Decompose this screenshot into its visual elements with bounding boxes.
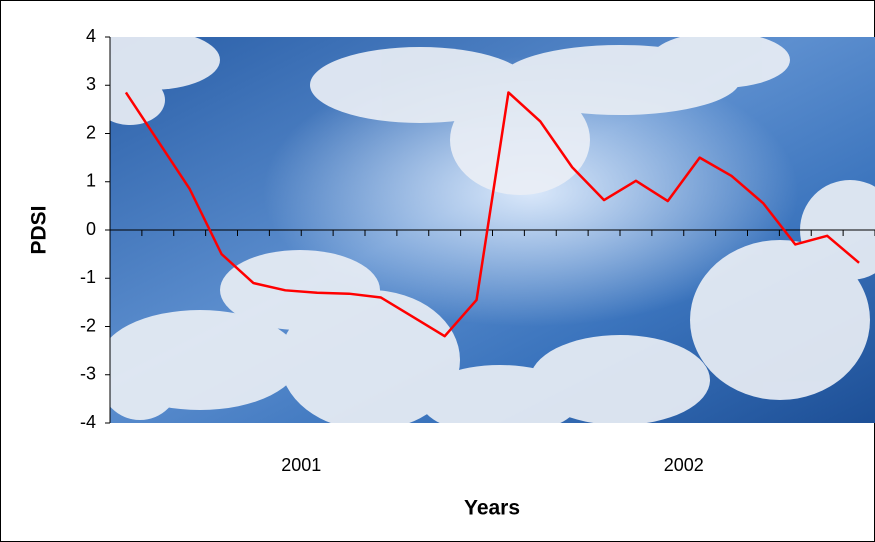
plot-background [110, 37, 875, 423]
y-tick-label: 4 [86, 26, 96, 46]
y-tick-label: 3 [86, 74, 96, 94]
y-tick-label: 2 [86, 122, 96, 142]
y-tick-label: -2 [80, 315, 96, 335]
x-axis-title: Years [464, 497, 520, 520]
y-tick-label: 1 [86, 171, 96, 191]
y-tick-label: -1 [80, 267, 96, 287]
data-line [124, 91, 860, 338]
x-group-label: 2002 [664, 455, 704, 475]
y-tick-label: -3 [80, 364, 96, 384]
y-tick-label: -4 [80, 412, 96, 432]
x-group-label: 2001 [281, 455, 321, 475]
y-tick-label: 0 [86, 219, 96, 239]
y-axis-title: PDSI [28, 205, 51, 254]
